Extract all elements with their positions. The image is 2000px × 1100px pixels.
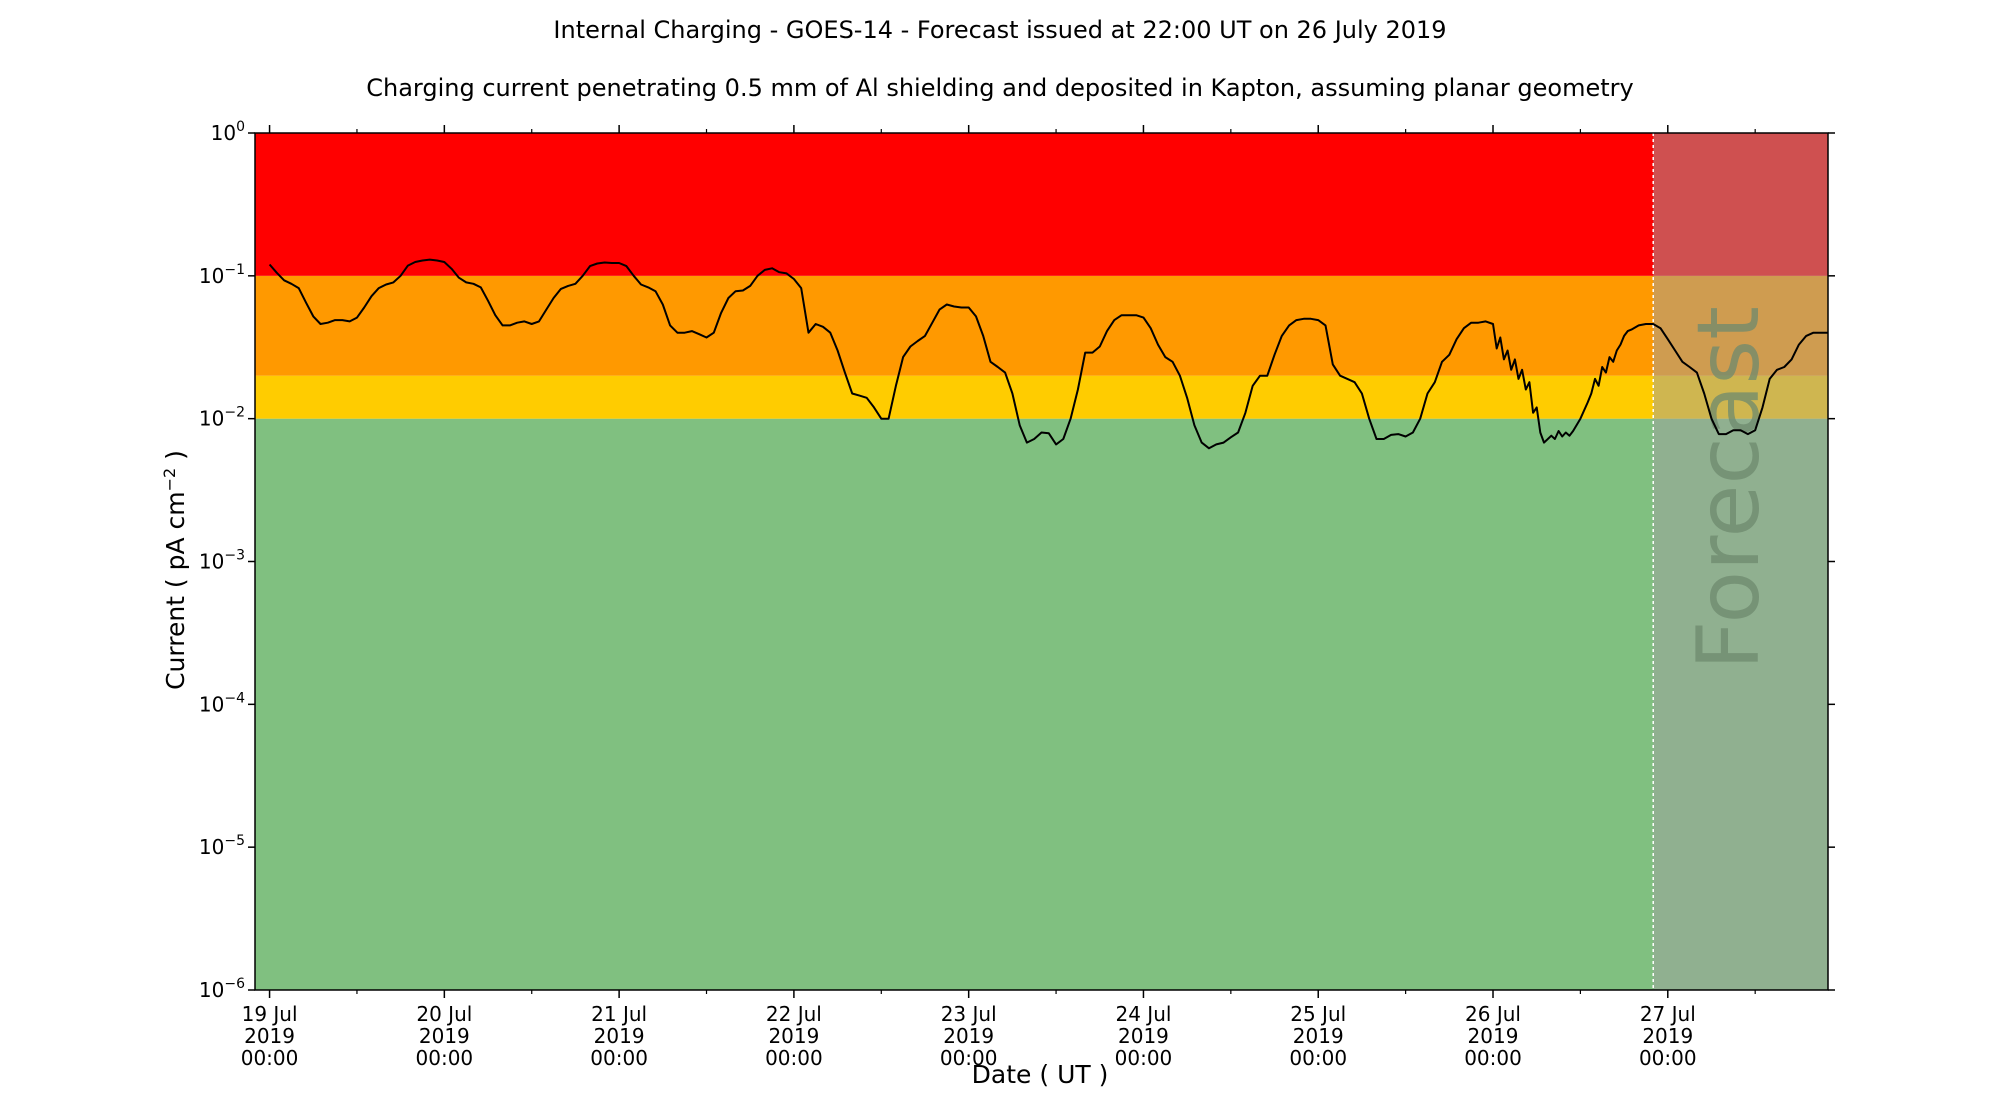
y-tick-label: 10−3: [199, 548, 245, 574]
x-tick-label: 19 Jul: [242, 1002, 298, 1026]
series-line-0: [268, 258, 1828, 450]
band-2: [255, 275, 1828, 376]
series-layer: [268, 258, 1828, 450]
forecast-region: Forecast: [1652, 133, 1828, 990]
x-tick-label: 00:00: [416, 1046, 474, 1070]
x-tick-label: 2019: [1118, 1024, 1169, 1048]
x-tick-label: 20 Jul: [416, 1002, 472, 1026]
y-tick-label: 10−4: [199, 690, 245, 716]
x-tick-label: 00:00: [765, 1046, 823, 1070]
x-tick-label: 24 Jul: [1115, 1002, 1171, 1026]
x-tick-label: 22 Jul: [766, 1002, 822, 1026]
x-tick-label: 00:00: [940, 1046, 998, 1070]
x-tick-label: 00:00: [590, 1046, 648, 1070]
chart-subtitle: Charging current penetrating 0.5 mm of A…: [366, 74, 1634, 102]
y-tick-label: 10−1: [199, 262, 245, 288]
y-axis-label: Current ( pA cm−2 ): [159, 450, 191, 690]
y-tick-label: 10−6: [199, 976, 245, 1002]
x-tick-label: 2019: [594, 1024, 645, 1048]
threshold-bands: [255, 133, 1828, 991]
x-tick-label: 00:00: [1639, 1046, 1697, 1070]
x-tick-label: 00:00: [241, 1046, 299, 1070]
x-tick-label: 21 Jul: [591, 1002, 647, 1026]
x-tick-label: 00:00: [1289, 1046, 1347, 1070]
y-tick-label: 100: [211, 119, 245, 145]
band-0: [255, 418, 1828, 991]
x-tick-label: 26 Jul: [1465, 1002, 1521, 1026]
x-tick-label: 25 Jul: [1290, 1002, 1346, 1026]
y-tick-label: 10−5: [199, 833, 245, 859]
x-tick-label: 00:00: [1115, 1046, 1173, 1070]
forecast-label: Forecast: [1679, 306, 1779, 670]
x-tick-label: 00:00: [1464, 1046, 1522, 1070]
x-tick-label: 2019: [244, 1024, 295, 1048]
forecast-overlay: [1653, 133, 1828, 990]
x-tick-label: 27 Jul: [1640, 1002, 1696, 1026]
x-tick-label: 2019: [768, 1024, 819, 1048]
x-tick-label: 2019: [1642, 1024, 1693, 1048]
x-tick-label: 23 Jul: [941, 1002, 997, 1026]
band-1: [255, 375, 1828, 419]
x-tick-label: 2019: [1468, 1024, 1519, 1048]
x-axis-label: Date ( UT ): [971, 1060, 1109, 1089]
y-tick-label: 10−2: [199, 405, 245, 431]
chart-title: Internal Charging - GOES-14 - Forecast i…: [553, 16, 1447, 44]
x-tick-label: 2019: [943, 1024, 994, 1048]
band-3: [255, 133, 1828, 276]
x-tick-label: 2019: [419, 1024, 470, 1048]
x-tick-label: 2019: [1293, 1024, 1344, 1048]
